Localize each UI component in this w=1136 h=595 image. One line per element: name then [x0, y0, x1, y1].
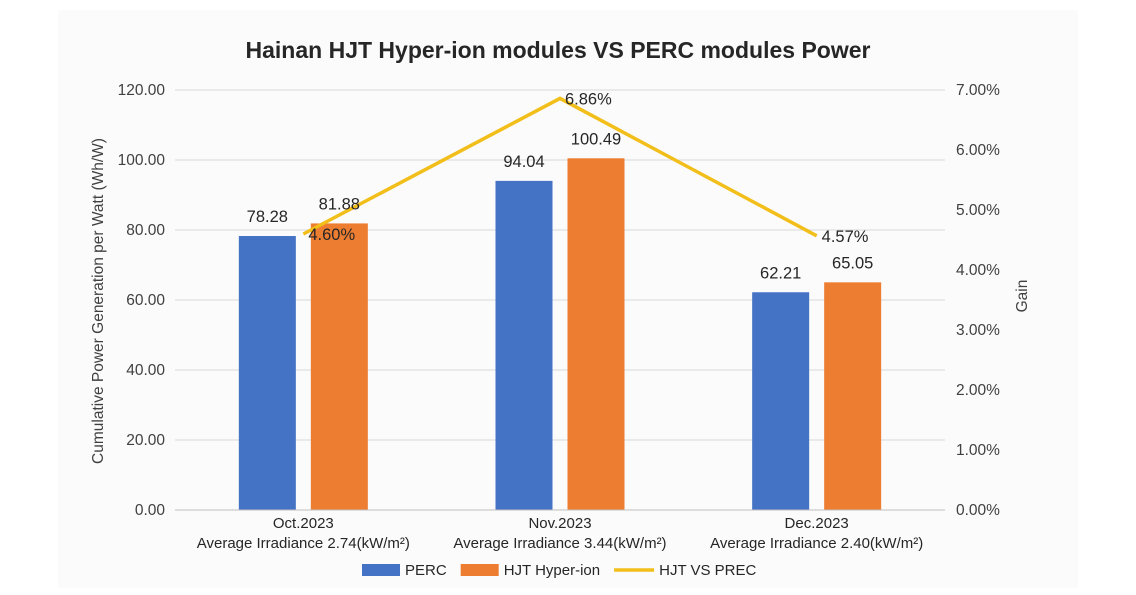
x-tick-label: Average Irradiance 2.40(kW/m²): [710, 535, 923, 552]
line-value-label: 4.57%: [822, 228, 869, 246]
y2-tick-label: 6.00%: [956, 142, 1000, 159]
x-tick-label: Dec.2023: [785, 515, 849, 532]
bar-value-label: 81.88: [319, 195, 360, 213]
x-tick-label: Average Irradiance 3.44(kW/m²): [453, 535, 666, 552]
legend-label: HJT Hyper-ion: [504, 562, 600, 579]
x-tick-label: Nov.2023: [528, 515, 591, 532]
legend-swatch: [460, 564, 499, 576]
gain-line-group: [302, 96, 818, 238]
y2-axis-title: Gain: [1014, 280, 1031, 313]
y2-tick-label: 3.00%: [956, 322, 1000, 339]
gain-line: [302, 96, 818, 238]
legend: PERC HJT Hyper-ion HJT VS PREC: [362, 562, 757, 579]
y2-tick-label: 5.00%: [956, 202, 1000, 219]
bar: [495, 180, 553, 511]
line-value-label: 4.60%: [308, 226, 355, 244]
data-labels: 78.28 81.88 94.04 100.49 62.21 65.05 4.60% 6.86…: [247, 90, 874, 282]
y-tick-label: 60.00: [126, 292, 165, 309]
legend-label: HJT VS PREC: [659, 562, 756, 579]
x-tick-label: Average Irradiance 2.74(kW/m²): [197, 535, 410, 552]
y2-tick-label: 7.00%: [956, 82, 1000, 99]
y-tick-label: 0.00: [135, 502, 166, 519]
y-tick-label: 80.00: [126, 222, 165, 239]
bar-value-label: 78.28: [247, 208, 288, 226]
y-tick-label: 120.00: [118, 82, 166, 99]
y-tick-label: 100.00: [118, 152, 166, 169]
bar-value-label: 62.21: [760, 264, 801, 282]
y-tick-label: 20.00: [126, 432, 165, 449]
bar: [310, 223, 368, 511]
x-tick-label: Oct.2023: [273, 515, 334, 532]
gridlines: [175, 89, 945, 441]
bars: [238, 158, 882, 511]
y2-tick-label: 0.00%: [956, 502, 1000, 519]
y-axis-title: Cumulative Power Generation per Watt (Wh…: [90, 138, 107, 464]
y2-tick-label: 4.00%: [956, 262, 1000, 279]
y-tick-label: 40.00: [126, 362, 165, 379]
chart-title: Hainan HJT Hyper-ion modules VS PERC mod…: [246, 37, 871, 63]
y2-tick-label: 1.00%: [956, 442, 1000, 459]
bar: [238, 236, 296, 510]
bar-value-label: 94.04: [503, 153, 544, 171]
bar: [752, 292, 810, 510]
y2-tick-label: 2.00%: [956, 382, 1000, 399]
bar: [567, 158, 625, 510]
line-value-label: 6.86%: [565, 90, 612, 108]
axes: 0.00 20.00 40.00 60.00 80.00 100.00 120.00 0.00…: [118, 82, 1001, 552]
legend-swatch: [362, 564, 400, 576]
bar: [824, 282, 882, 510]
bar-value-label: 100.49: [571, 130, 621, 148]
legend-label: PERC: [405, 562, 447, 579]
bar-value-label: 65.05: [832, 254, 873, 272]
